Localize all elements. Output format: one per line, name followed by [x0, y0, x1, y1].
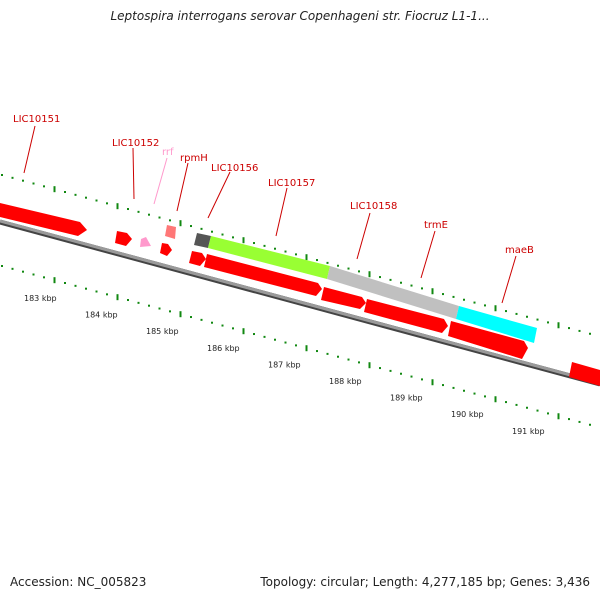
leader-line — [132, 147, 135, 200]
gene-label-rpmH: rpmH — [180, 153, 208, 164]
feature-LIC10157[interactable] — [208, 236, 330, 279]
label-LIC10157[interactable]: LIC10157 — [268, 178, 315, 237]
gene-arrow-left[interactable] — [0, 203, 87, 236]
label-rrf[interactable]: rrf — [153, 147, 174, 205]
gene-block-LIC10152[interactable] — [165, 225, 176, 239]
gene-label-rrf: rrf — [162, 147, 174, 158]
label-rpmH[interactable]: rpmH — [176, 153, 208, 212]
accession-text: Accession: NC_005823 — [10, 575, 147, 589]
kbp-tick-label: 191 kbp — [512, 427, 545, 436]
label-LIC10158[interactable]: LIC10158 — [350, 201, 397, 260]
genome-title: Leptospira interrogans serovar Copenhage… — [110, 9, 490, 23]
upper-scale-ticks — [1, 174, 591, 335]
gene-arrow-rrf[interactable] — [140, 237, 151, 247]
gene-label-LIC10157: LIC10157 — [268, 178, 315, 189]
kbp-scale-labels: 183 kbp 184 kbp 185 kbp 186 kbp 187 kbp 188 k… — [24, 294, 545, 436]
gene-arrow-trmE[interactable] — [364, 299, 448, 333]
gene-arrow-LIC10151[interactable] — [115, 231, 132, 246]
leader-line — [153, 157, 168, 205]
genome-backbone-highlight — [0, 219, 600, 385]
feature-trmE[interactable] — [456, 306, 537, 343]
kbp-tick-label: 188 kbp — [329, 377, 362, 386]
label-trmE[interactable]: trmE — [420, 220, 448, 279]
gene-arrow-maeB[interactable] — [448, 321, 528, 359]
label-LIC10151[interactable]: LIC10151 — [13, 114, 60, 174]
leader-line — [23, 125, 36, 174]
gene-arrow-LIC10157[interactable] — [204, 254, 322, 296]
leader-line — [207, 171, 231, 219]
kbp-tick-label: 183 kbp — [24, 294, 57, 303]
gene-label-LIC10156: LIC10156 — [211, 163, 258, 174]
leader-line — [275, 187, 288, 237]
feature-LIC10158[interactable] — [327, 266, 459, 319]
gene-label-LIC10158: LIC10158 — [350, 201, 397, 212]
label-LIC10156[interactable]: LIC10156 — [207, 163, 258, 219]
leader-line — [356, 212, 371, 260]
kbp-tick-label: 184 kbp — [85, 311, 118, 320]
kbp-tick-label: 185 kbp — [146, 327, 179, 336]
lower-scale-ticks — [1, 265, 591, 426]
kbp-tick-label: 187 kbp — [268, 360, 301, 369]
kbp-tick-label: 189 kbp — [390, 394, 423, 403]
label-LIC10152[interactable]: LIC10152 — [112, 138, 159, 200]
gene-arrow-LIC10158[interactable] — [321, 287, 366, 309]
feature-LIC10156[interactable] — [194, 233, 211, 248]
kbp-tick-label: 186 kbp — [207, 344, 240, 353]
gene-arrow-right[interactable] — [569, 362, 600, 386]
leader-line — [501, 255, 517, 304]
gene-label-LIC10152: LIC10152 — [112, 138, 159, 149]
genome-summary-text: Topology: circular; Length: 4,277,185 bp… — [260, 575, 590, 589]
gene-arrow-LIC10156[interactable] — [189, 251, 206, 266]
kbp-tick-label: 190 kbp — [451, 410, 484, 419]
label-maeB[interactable]: maeB — [501, 245, 534, 304]
leader-line — [176, 162, 189, 212]
gene-label-trmE: trmE — [424, 220, 448, 231]
gene-arrow-rpmH[interactable] — [160, 243, 172, 256]
leader-line — [420, 230, 436, 279]
gene-label-LIC10151: LIC10151 — [13, 114, 60, 125]
gene-label-maeB: maeB — [505, 245, 534, 256]
